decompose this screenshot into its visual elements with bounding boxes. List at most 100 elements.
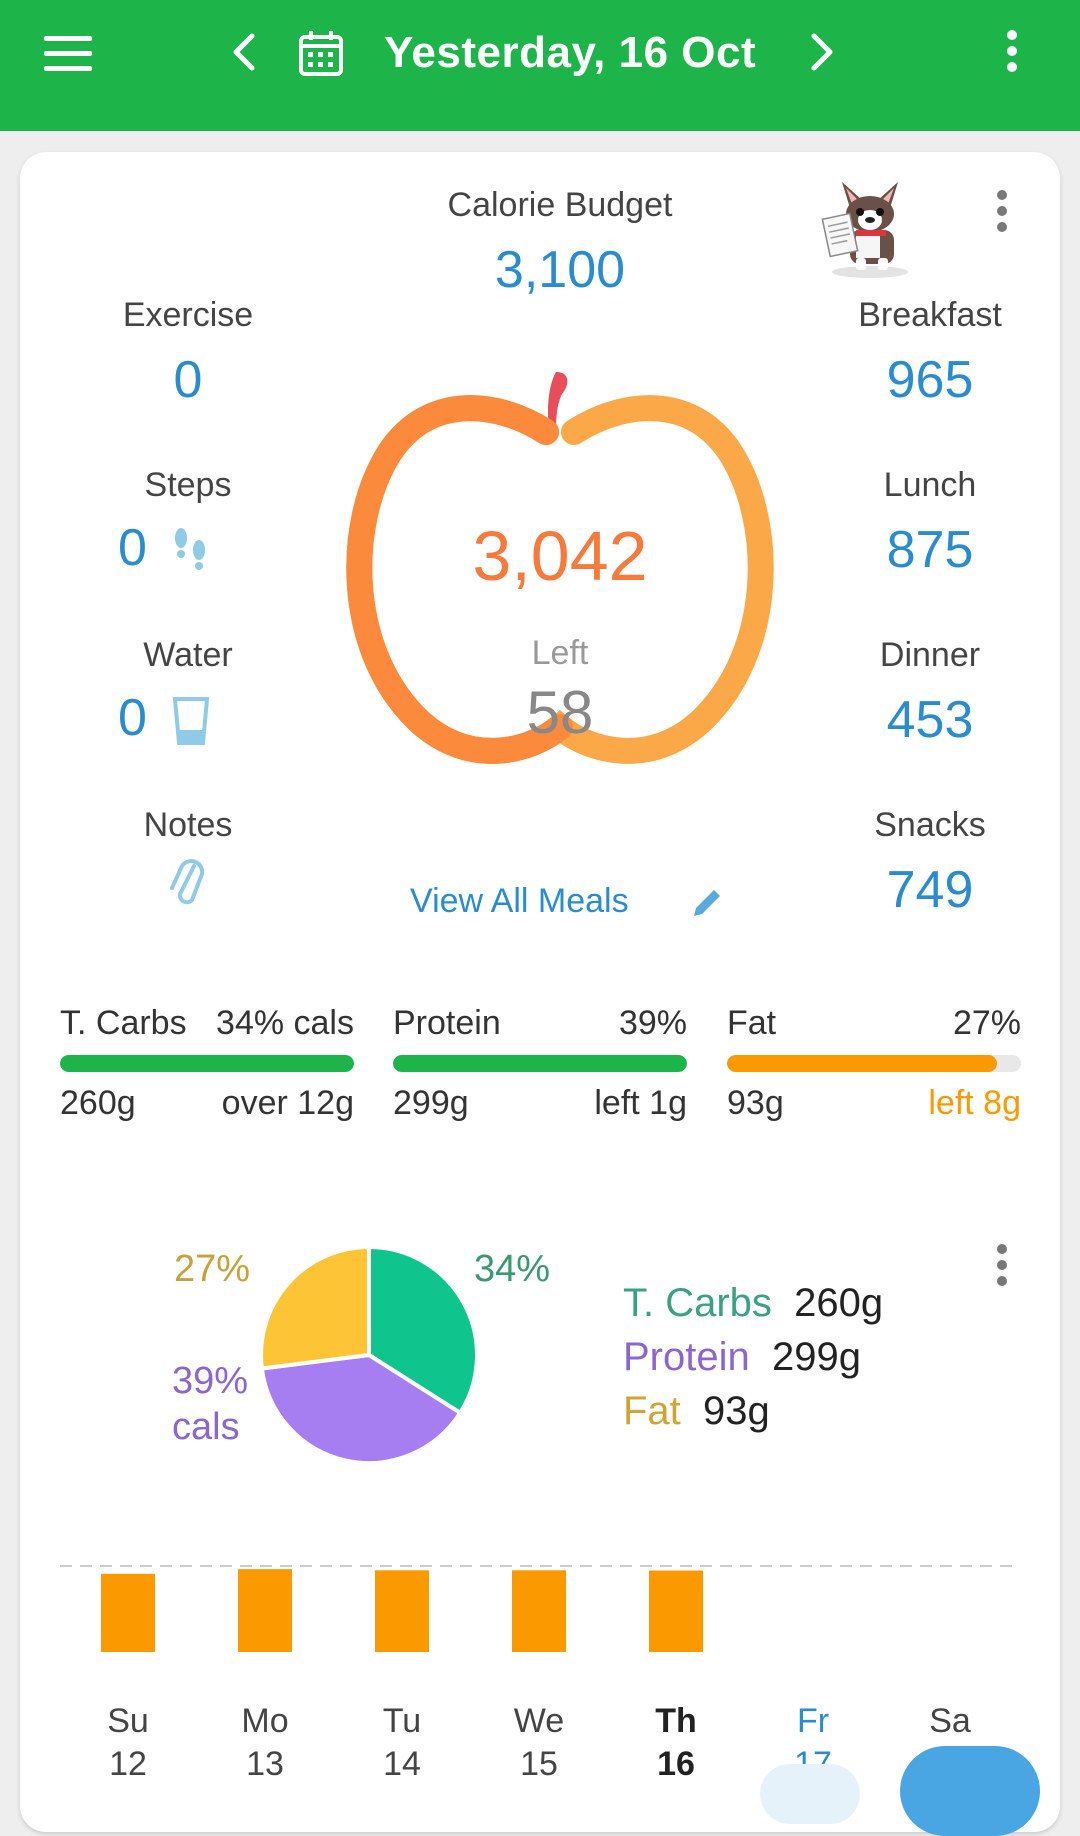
secondary-fab[interactable] [760,1764,860,1824]
day-name: Th [655,1702,697,1740]
macro-name: Fat [727,1004,777,1042]
macro-percent: 27% [952,1004,1021,1042]
lunch-label: Lunch [883,466,977,504]
weekday-selector: Su12Mo13Tu14We15Th16Fr17Sa [60,1700,1020,1810]
day-bar[interactable] [375,1570,429,1652]
pie-slice-protein[interactable] [259,1352,463,1465]
water-item[interactable]: 0 [118,688,318,752]
summary-card: Calorie Budget 3,100 Exercise 0 Steps 0 [20,152,1060,1836]
pie-legend: T. Carbs 260g Protein 299g Fat 93g [623,1276,883,1438]
macro-status: over 12g [221,1084,354,1122]
day-name: We [513,1702,565,1740]
legend-fat-name: Fat [623,1389,681,1433]
legend-fat-value: 93g [703,1389,770,1433]
calendar-icon[interactable] [296,28,346,78]
paperclip-icon[interactable] [168,854,208,910]
menu-icon[interactable] [44,36,94,72]
day-date: 15 [520,1745,558,1783]
legend-protein-name: Protein [623,1335,750,1379]
legend-carbs-value: 260g [794,1281,884,1325]
legend-protein: Protein 299g [623,1330,883,1384]
macro-progress-bar [393,1055,687,1072]
day-label[interactable]: Mo 13 [215,1700,315,1786]
steps-item[interactable]: 0 [118,518,318,582]
view-all-meals-link[interactable]: View All Meals [410,882,629,920]
weekly-calorie-chart [60,1565,1020,1652]
breakfast-label: Breakfast [858,296,1002,334]
exercise-label: Exercise [122,296,254,334]
macro-progress-bar [60,1055,354,1072]
water-label: Water [143,636,233,674]
legend-protein-value: 299g [771,1335,861,1379]
dog-mascot-icon [821,182,908,278]
edit-pencil-icon[interactable] [690,884,726,920]
chevron-left-icon[interactable] [224,30,264,74]
day-date: 12 [109,1745,147,1783]
pie-label-fat: 27% [174,1248,251,1290]
day-date: 14 [383,1745,421,1783]
lunch-value[interactable]: 875 [886,521,974,579]
day-label[interactable]: Sa [900,1700,1000,1743]
pie-slice-fat[interactable] [259,1244,371,1371]
macro-progress-bar [727,1055,1021,1072]
legend-fat: Fat 93g [623,1384,883,1438]
macro-status: left 1g [594,1084,687,1122]
page-title[interactable]: Yesterday, 16 Oct [384,28,757,77]
footsteps-icon [175,528,205,570]
day-name: Su [107,1702,149,1740]
budget-label: Calorie Budget [447,186,673,224]
macro-name: T. Carbs [60,1004,187,1042]
left-value: 58 [526,679,594,746]
legend-carbs: T. Carbs 260g [623,1276,883,1330]
day-bar[interactable] [101,1573,155,1652]
app-bar: Yesterday, 16 Oct [0,0,1080,131]
day-label[interactable]: Su 12 [78,1700,178,1786]
steps-value: 0 [118,519,147,577]
day-label[interactable]: We 15 [489,1700,589,1786]
day-label[interactable]: Tu 14 [352,1700,452,1786]
card-more-options-icon[interactable] [990,190,1014,236]
notes-label: Notes [143,806,233,844]
left-label: Left [531,634,589,672]
macro-name: Protein [393,1004,501,1042]
add-food-fab[interactable] [900,1746,1040,1836]
macro-protein[interactable]: Protein 39% 299g left 1g [393,1004,687,1123]
macro-grams: 93g [727,1084,784,1122]
snacks-label: Snacks [874,806,986,844]
breakfast-value[interactable]: 965 [886,351,974,409]
macro-percent: 39% [618,1004,687,1042]
legend-carbs-name: T. Carbs [623,1281,772,1325]
day-bar[interactable] [512,1570,566,1652]
budget-value[interactable]: 3,100 [494,241,626,299]
day-bar[interactable] [649,1570,703,1652]
day-name: Mo [241,1702,289,1740]
day-date: 16 [657,1745,695,1783]
day-name: Sa [929,1702,971,1740]
day-label[interactable]: Th 16 [626,1700,726,1786]
day-name: Tu [382,1702,422,1740]
macro-fat[interactable]: Fat 27% 93g left 8g [727,1004,1021,1123]
pie-label-protein-pct: 39% [172,1360,249,1402]
macro-grams: 260g [60,1084,136,1122]
pie-more-options-icon[interactable] [990,1244,1014,1290]
macro-percent: 34% cals [216,1004,354,1042]
macro-pie-chart[interactable] [254,1240,484,1470]
more-options-icon[interactable] [1000,30,1024,76]
macro-carbs[interactable]: T. Carbs 34% cals 260g over 12g [60,1004,354,1123]
macro-status: left 8g [928,1084,1021,1122]
macro-grams: 299g [393,1084,469,1122]
steps-label: Steps [144,466,232,504]
calories-eaten: 3,042 [472,517,648,595]
day-date: 13 [246,1745,284,1783]
day-bar[interactable] [238,1569,292,1652]
snacks-value[interactable]: 749 [886,861,974,919]
dinner-label: Dinner [879,636,981,674]
day-name: Fr [796,1702,830,1740]
exercise-value[interactable]: 0 [173,351,203,409]
water-glass-icon [172,697,210,745]
chevron-right-icon[interactable] [802,30,842,74]
water-value: 0 [118,689,147,747]
dinner-value[interactable]: 453 [886,691,974,749]
calorie-apple-ring[interactable] [320,352,800,832]
pie-label-carbs: 34% [474,1248,551,1290]
